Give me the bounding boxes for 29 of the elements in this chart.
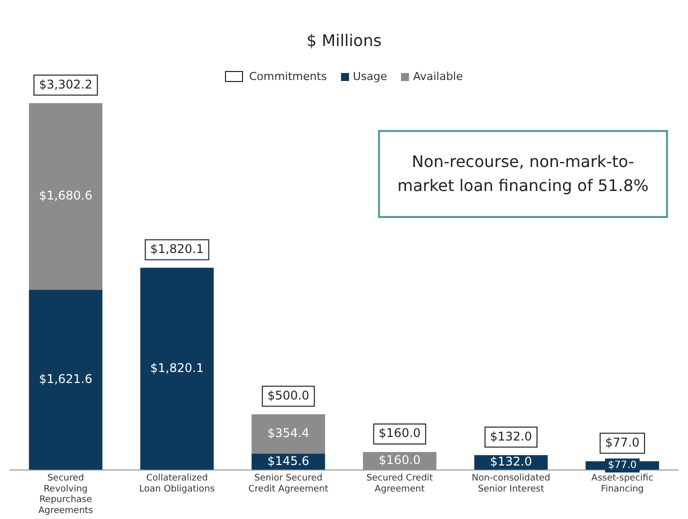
data-label: $1,680.6 xyxy=(38,188,92,203)
x-tick-label: Non-consolidated Senior Interest xyxy=(472,474,550,494)
bar xyxy=(140,268,214,470)
total-label: $132.0 xyxy=(490,429,532,444)
bar xyxy=(252,414,326,454)
data-label: $354.4 xyxy=(267,426,310,440)
x-tick-label: Asset-specific Financing xyxy=(591,474,654,494)
total-label: $3,302.2 xyxy=(38,77,92,92)
total-label: $77.0 xyxy=(605,435,640,450)
data-label: $1,621.6 xyxy=(38,372,92,386)
legend-title: Commitments xyxy=(249,70,327,83)
total-label: $500.0 xyxy=(267,388,310,402)
total-label: $160.0 xyxy=(378,426,421,440)
legend-label: Available xyxy=(413,70,463,83)
bar xyxy=(28,103,102,290)
bar xyxy=(28,290,102,470)
data-label: $160.0 xyxy=(378,453,421,468)
x-tick-label: Secured Credit Agreement xyxy=(366,474,434,494)
note-box: Non-recourse, non-mark-to-market loan financing of 51.8% xyxy=(378,130,668,218)
legend-label: Usage xyxy=(352,70,388,83)
data-label: $77.0 xyxy=(608,460,637,472)
chart-title: $ Millions xyxy=(306,30,382,50)
x-tick-label: Collateralized Loan Obligations xyxy=(139,474,216,494)
data-label: $1,820.1 xyxy=(150,360,204,375)
data-label: $145.6 xyxy=(267,454,310,468)
data-label: $132.0 xyxy=(490,454,532,469)
x-tick-label: Senior Secured Credit Agreement xyxy=(248,474,329,494)
x-tick-label: Secured Revolving Repurchase Agreements xyxy=(38,474,94,516)
total-label: $1,820.1 xyxy=(150,242,204,256)
